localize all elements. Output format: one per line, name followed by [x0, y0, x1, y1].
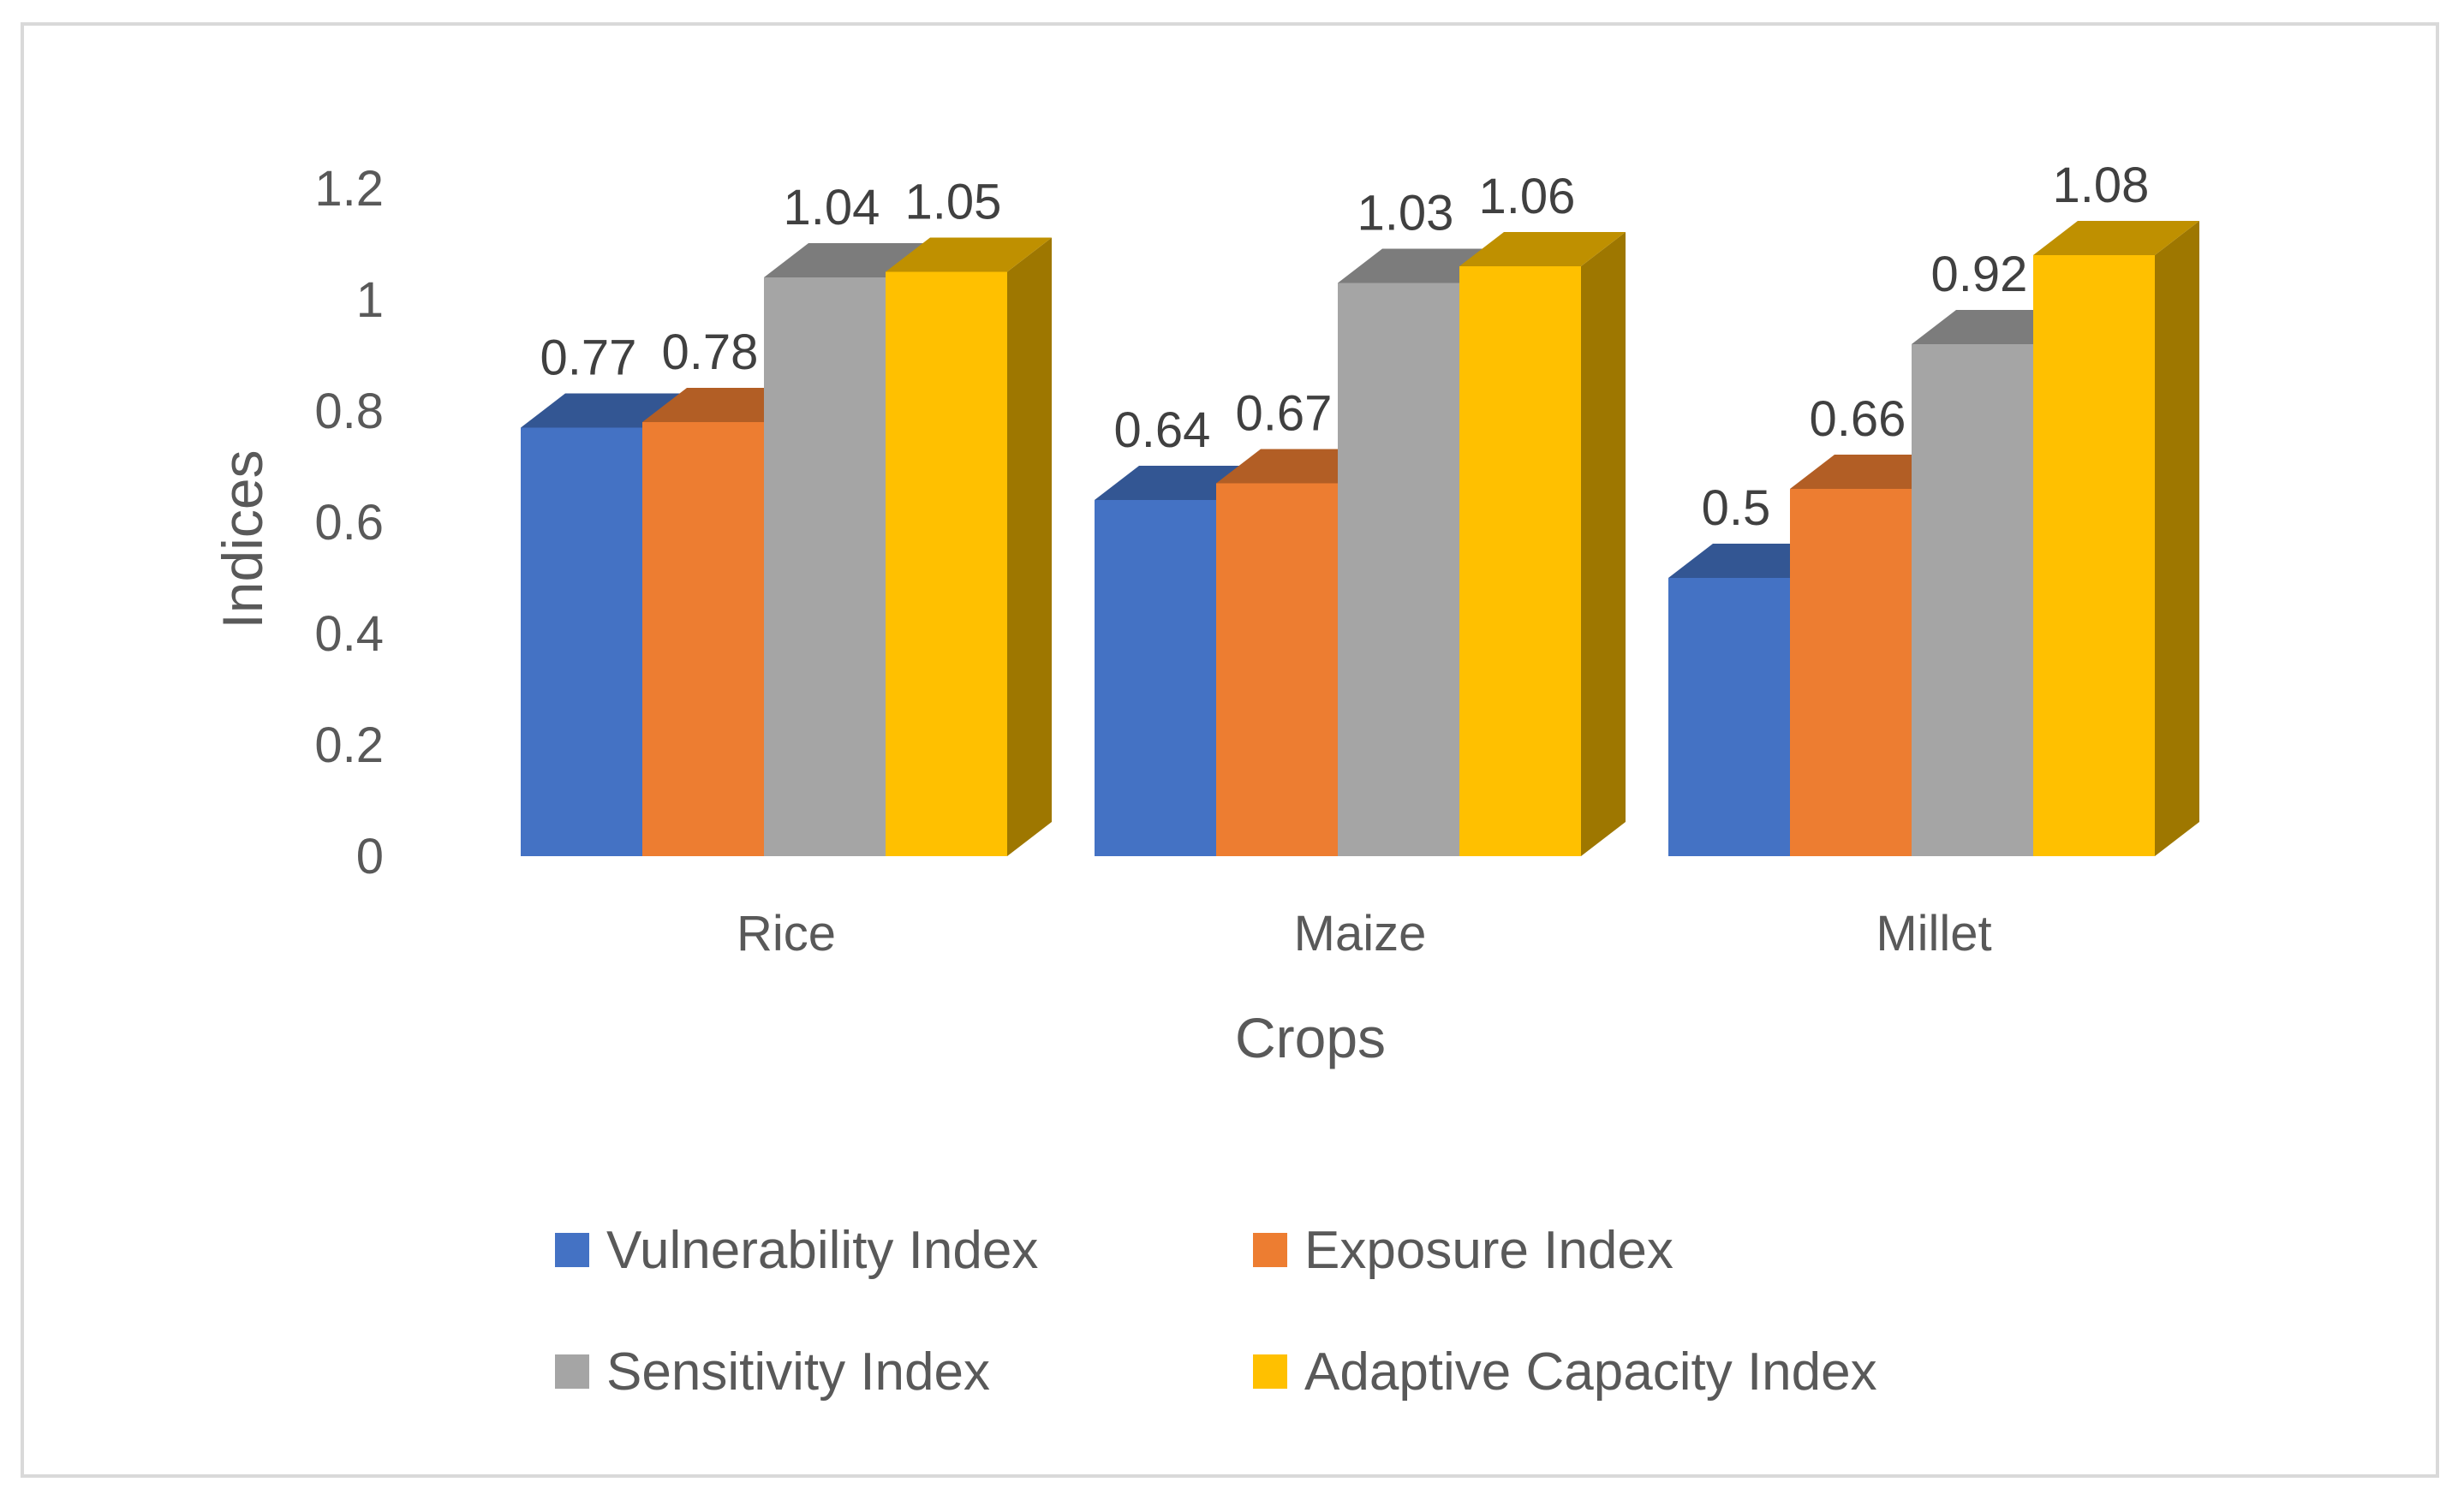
bar-front — [642, 422, 764, 856]
legend-item: Sensitivity Index — [555, 1342, 990, 1402]
data-label: 0.67 — [1236, 386, 1333, 442]
y-axis-title: Indices — [211, 449, 274, 628]
bar-top — [1459, 232, 1626, 266]
bar-chart: 00.20.40.60.811.2 0.77 0.781.04 1.050.64 0.… — [211, 158, 2199, 1402]
legend-swatch — [1253, 1233, 1287, 1267]
bar-top — [886, 237, 1052, 272]
x-tick-label: Rice — [737, 906, 836, 961]
bar-front — [1668, 578, 1790, 856]
legend-label: Sensitivity Index — [606, 1342, 990, 1402]
bar-front — [1095, 500, 1216, 856]
bar-front — [764, 277, 886, 856]
legend: Vulnerability Index Exposure Index Sensiti… — [555, 1221, 1877, 1402]
bar-front — [886, 271, 1007, 856]
y-tick-label: 1 — [356, 272, 384, 328]
data-label: 1.03 — [1357, 186, 1454, 241]
y-tick-label: 0 — [356, 829, 384, 884]
y-tick-label: 0.6 — [314, 495, 384, 551]
data-labels: 0.77 0.78 1.04 1.05 0.64 0.67 1.03 1.06 0.5 0.66 0… — [540, 158, 2150, 536]
legend-label: Adaptive Capacity Index — [1304, 1342, 1877, 1402]
legend-swatch — [555, 1233, 589, 1267]
y-tick-label: 0.2 — [314, 717, 384, 773]
bar-side — [2155, 221, 2199, 856]
data-label: 0.92 — [1931, 247, 2028, 302]
bar-front — [521, 427, 642, 856]
chart-frame: 0 0.2 0.4 0.6 0.8 1 1.2 0.77 0.78 1.04 1.05 0.64 0.… — [21, 22, 2439, 1478]
y-tick-label: 0.8 — [314, 384, 384, 439]
bar — [886, 237, 1052, 856]
bar-side — [1007, 237, 1052, 856]
legend-label: Exposure Index — [1304, 1221, 1673, 1280]
data-label: 1.08 — [2053, 158, 2150, 213]
bar — [1459, 232, 1626, 856]
legend-label: Vulnerability Index — [606, 1221, 1038, 1280]
bar-front — [1338, 283, 1459, 856]
bar-front — [1912, 344, 2033, 856]
data-label: 1.05 — [905, 175, 1002, 230]
legend-swatch — [555, 1354, 589, 1389]
y-tick-label: 1.2 — [314, 161, 384, 217]
legend-item: Exposure Index — [1253, 1221, 1673, 1280]
data-label: 1.04 — [784, 180, 880, 235]
data-label: 1.06 — [1479, 169, 1576, 224]
x-axis-ticks: Rice Maize Millet — [737, 906, 1992, 961]
bar-front — [1459, 266, 1581, 856]
bars — [521, 221, 2199, 856]
data-label: 0.64 — [1114, 402, 1211, 458]
y-axis-ticks: 0 0.2 0.4 0.6 0.8 1 1.2 — [314, 161, 384, 884]
x-axis-title: Crops — [1235, 1006, 1386, 1069]
y-tick-label: 0.4 — [314, 606, 384, 662]
bar-top — [2033, 221, 2199, 255]
data-label: 0.78 — [662, 324, 759, 380]
data-label: 0.66 — [1810, 391, 1906, 447]
bar-top — [521, 393, 687, 428]
bar-front — [2033, 255, 2155, 856]
x-tick-label: Millet — [1876, 906, 1991, 961]
bar-front — [1790, 489, 1912, 856]
legend-swatch — [1253, 1354, 1287, 1389]
bar-side — [1581, 232, 1626, 856]
bar-top — [764, 243, 930, 277]
data-label: 0.5 — [1702, 480, 1771, 536]
data-label: 0.77 — [540, 330, 637, 386]
bar-front — [1216, 483, 1338, 856]
x-tick-label: Maize — [1294, 906, 1427, 961]
legend-item: Vulnerability Index — [555, 1221, 1038, 1280]
bar — [2033, 221, 2199, 856]
legend-item: Adaptive Capacity Index — [1253, 1342, 1877, 1402]
